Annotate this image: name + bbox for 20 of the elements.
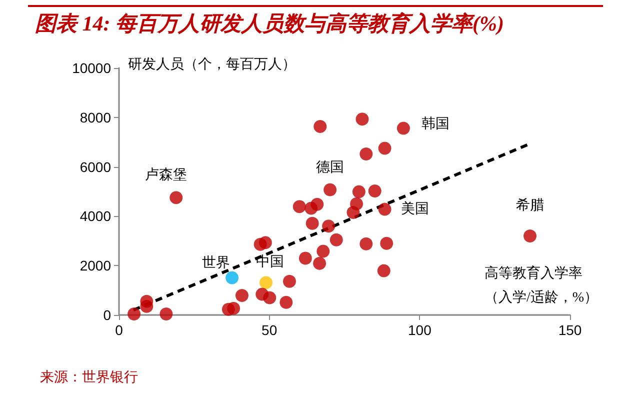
annotation: 卢森堡 [145,167,188,184]
y-tick-label: 8000 [80,109,112,126]
y-axis-title: 研发人员（个，每百万人） [128,56,296,72]
annotation: 希腊 [516,197,544,214]
y-tick-label: 2000 [80,258,112,274]
annotation: 德国 [316,159,344,176]
chart-title: 图表 14: 每百万人研发人员数与高等教育入学率(%) [35,12,504,36]
x-tick-label: 50 [262,322,278,338]
source-note: 来源：世界银行 [40,370,138,386]
x-tick-label: 100 [408,322,432,338]
x-tick-label: 150 [558,322,582,338]
annotation: 韩国 [421,116,450,132]
x-tick-label: 0 [115,322,124,338]
y-tick-label: 10000 [72,60,112,76]
y-tick-label: 4000 [80,208,112,224]
annotation: 美国 [400,200,429,217]
x-axis-title: 高等教育入学率（入学/适龄，%） [484,264,598,306]
y-tick-label: 6000 [80,158,112,175]
annotation: 世界 [202,255,230,272]
y-tick-label: 0 [103,307,112,323]
